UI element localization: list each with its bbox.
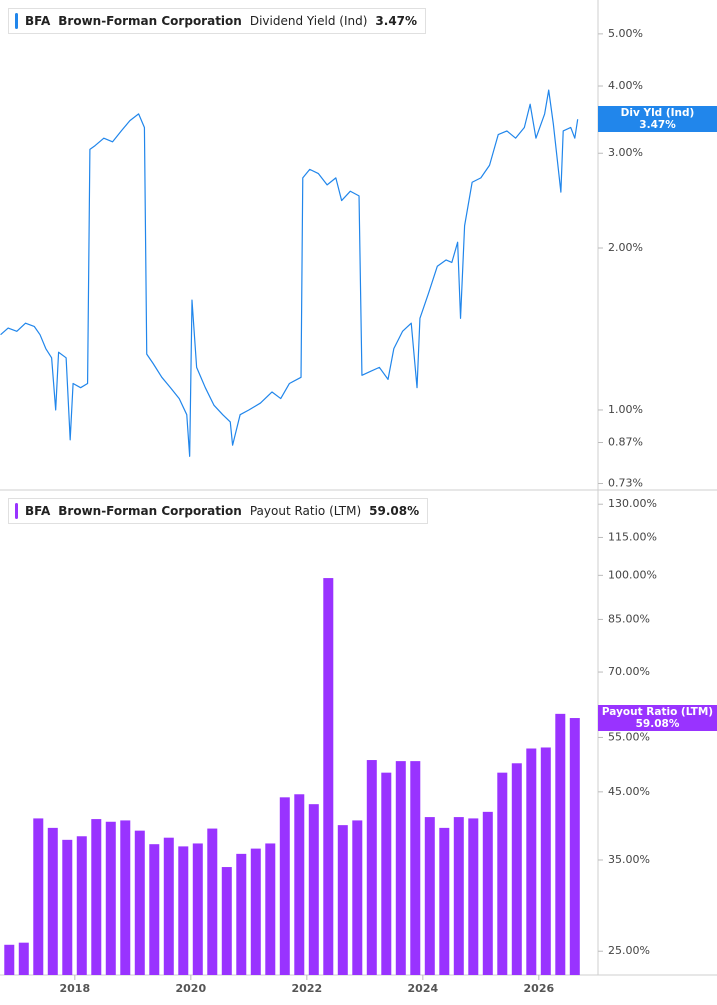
y-tick-label: 100.00% bbox=[608, 568, 657, 581]
bar bbox=[366, 760, 377, 975]
bar bbox=[120, 820, 131, 975]
legend-marker bbox=[15, 503, 18, 519]
bar bbox=[221, 867, 232, 975]
y-tick-label: 0.73% bbox=[608, 477, 643, 490]
legend-series: Dividend Yield (Ind) bbox=[249, 14, 368, 28]
bar bbox=[439, 827, 450, 975]
y-tick-label: 5.00% bbox=[608, 27, 643, 40]
bar bbox=[555, 713, 566, 975]
bar bbox=[424, 817, 435, 975]
bar bbox=[308, 804, 319, 975]
legend-company: Brown-Forman Corporation bbox=[58, 504, 242, 518]
legend-series: Payout Ratio (LTM) bbox=[249, 504, 362, 518]
bar bbox=[250, 848, 261, 975]
y-tick-label: 35.00% bbox=[608, 853, 650, 866]
badge-value: 3.47% bbox=[639, 119, 676, 132]
legend-marker bbox=[15, 13, 18, 29]
bar bbox=[395, 761, 406, 975]
y-tick-label: 130.00% bbox=[608, 497, 657, 510]
bar bbox=[33, 818, 44, 975]
bar bbox=[62, 839, 73, 975]
bar bbox=[18, 942, 29, 975]
bar bbox=[453, 817, 464, 975]
legend: BFA Brown-Forman Corporation Payout Ratio … bbox=[8, 498, 429, 524]
legend-value: 3.47% bbox=[375, 14, 418, 28]
x-tick-label: 2020 bbox=[176, 982, 207, 995]
bar bbox=[468, 818, 479, 975]
y-tick-label: 85.00% bbox=[608, 612, 650, 625]
bar bbox=[134, 830, 145, 975]
bar bbox=[410, 761, 421, 975]
bar bbox=[323, 578, 334, 975]
y-tick-label: 1.00% bbox=[608, 403, 643, 416]
y-tick-label: 0.87% bbox=[608, 436, 643, 449]
bar bbox=[47, 827, 58, 975]
badge-value: 59.08% bbox=[635, 718, 680, 731]
bar bbox=[279, 797, 290, 975]
bar bbox=[207, 828, 218, 975]
y-tick-label: 115.00% bbox=[608, 530, 657, 543]
bar bbox=[91, 819, 102, 975]
legend: BFA Brown-Forman Corporation Dividend Yiel… bbox=[8, 8, 427, 34]
bar bbox=[105, 821, 116, 975]
bar bbox=[76, 836, 87, 975]
last-value-badge: Payout Ratio (LTM) 59.08% bbox=[598, 705, 717, 732]
bar bbox=[236, 853, 247, 975]
bar bbox=[511, 763, 522, 975]
y-tick-label: 2.00% bbox=[608, 241, 643, 254]
legend-ticker: BFA bbox=[25, 14, 51, 28]
data-line bbox=[0, 89, 579, 457]
badge-name: Div Yld (Ind) bbox=[620, 107, 695, 120]
bar bbox=[482, 811, 493, 975]
y-tick-label: 70.00% bbox=[608, 665, 650, 678]
bar bbox=[569, 718, 580, 975]
bar bbox=[149, 844, 160, 975]
bar bbox=[526, 748, 537, 975]
bar bbox=[497, 772, 508, 975]
bar bbox=[381, 772, 392, 975]
bar bbox=[4, 944, 15, 975]
bar bbox=[178, 846, 189, 975]
bar bbox=[265, 843, 276, 975]
bar bbox=[352, 820, 363, 975]
legend-company: Brown-Forman Corporation bbox=[58, 14, 242, 28]
x-tick-label: 2026 bbox=[524, 982, 555, 995]
last-value-badge: Div Yld (Ind) 3.47% bbox=[598, 106, 717, 133]
y-tick-label: 3.00% bbox=[608, 146, 643, 159]
x-tick-label: 2022 bbox=[292, 982, 323, 995]
y-tick-label: 45.00% bbox=[608, 785, 650, 798]
bar bbox=[192, 843, 203, 975]
y-tick-label: 55.00% bbox=[608, 730, 650, 743]
x-tick-label: 2024 bbox=[408, 982, 439, 995]
y-tick-label: 25.00% bbox=[608, 944, 650, 957]
legend-ticker: BFA bbox=[25, 504, 51, 518]
legend-value: 59.08% bbox=[369, 504, 420, 518]
y-tick-label: 4.00% bbox=[608, 79, 643, 92]
bar bbox=[337, 825, 348, 975]
bar bbox=[163, 837, 174, 975]
bar bbox=[294, 794, 305, 975]
badge-name: Payout Ratio (LTM) bbox=[601, 706, 714, 719]
x-tick-label: 2018 bbox=[60, 982, 91, 995]
bar bbox=[540, 747, 551, 975]
